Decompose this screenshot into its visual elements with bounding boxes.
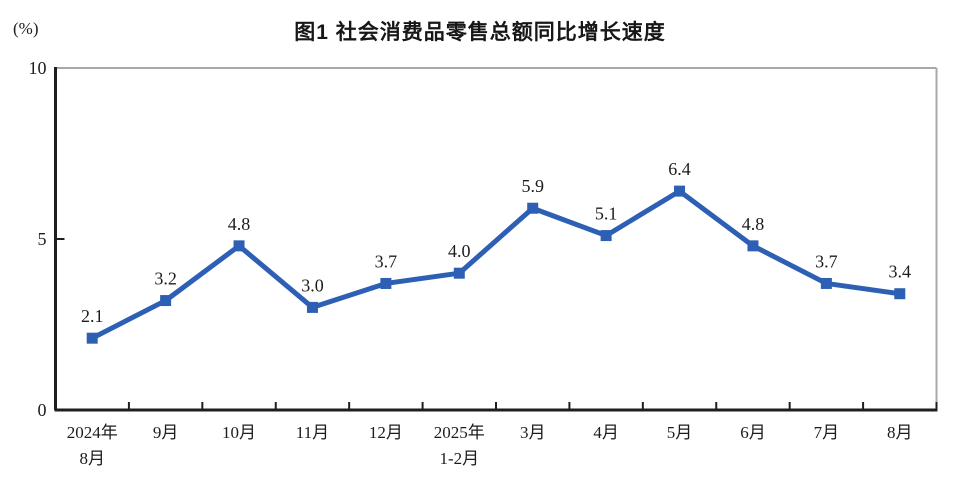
data-point-marker <box>747 240 759 252</box>
y-axis-tick-label: 10 <box>29 58 47 78</box>
y-axis-unit-label: (%) <box>13 19 39 38</box>
data-point-marker <box>233 240 245 252</box>
data-point-label: 5.9 <box>521 176 544 196</box>
x-axis-label: 8月 <box>79 449 105 468</box>
data-point-marker <box>453 267 465 279</box>
x-axis-label: 10月 <box>222 423 256 442</box>
x-axis-label: 7月 <box>814 423 840 442</box>
data-point-marker <box>600 230 612 242</box>
data-point-marker <box>820 277 832 289</box>
data-point-label: 3.7 <box>375 251 398 271</box>
data-point-label: 4.8 <box>742 214 765 234</box>
data-point-label: 3.0 <box>301 275 324 295</box>
data-point-label: 3.4 <box>889 262 912 282</box>
x-axis-label: 1-2月 <box>439 449 479 468</box>
data-point-label: 3.2 <box>154 269 177 289</box>
x-axis-label: 6月 <box>740 423 766 442</box>
data-point-label: 4.8 <box>228 214 251 234</box>
data-point-marker <box>674 185 686 197</box>
data-point-label: 3.7 <box>815 251 838 271</box>
data-point-marker <box>380 277 392 289</box>
y-axis-tick-label: 5 <box>38 229 47 249</box>
x-axis-label: 2025年 <box>434 423 485 442</box>
y-axis-tick-label: 0 <box>38 400 47 420</box>
x-axis-label: 8月 <box>887 423 913 442</box>
data-point-label: 5.1 <box>595 204 618 224</box>
data-line <box>91 188 901 341</box>
x-axis-label: 4月 <box>593 423 619 442</box>
data-point-marker <box>86 332 98 344</box>
data-point-marker <box>894 288 906 300</box>
x-axis-label: 5月 <box>667 423 693 442</box>
data-point-label: 4.0 <box>448 241 471 261</box>
data-point-label: 2.1 <box>81 306 104 326</box>
x-axis-label: 2024年 <box>67 423 118 442</box>
chart-title: 图1 社会消费品零售总额同比增长速度 <box>294 21 666 44</box>
data-point-label: 6.4 <box>668 159 691 179</box>
data-point-marker <box>306 301 318 313</box>
data-point-marker <box>527 202 539 214</box>
x-axis-label: 11月 <box>296 423 329 442</box>
x-axis-label: 3月 <box>520 423 546 442</box>
x-axis-label: 12月 <box>369 423 403 442</box>
x-axis-label: 9月 <box>153 423 179 442</box>
data-point-marker <box>160 295 172 307</box>
